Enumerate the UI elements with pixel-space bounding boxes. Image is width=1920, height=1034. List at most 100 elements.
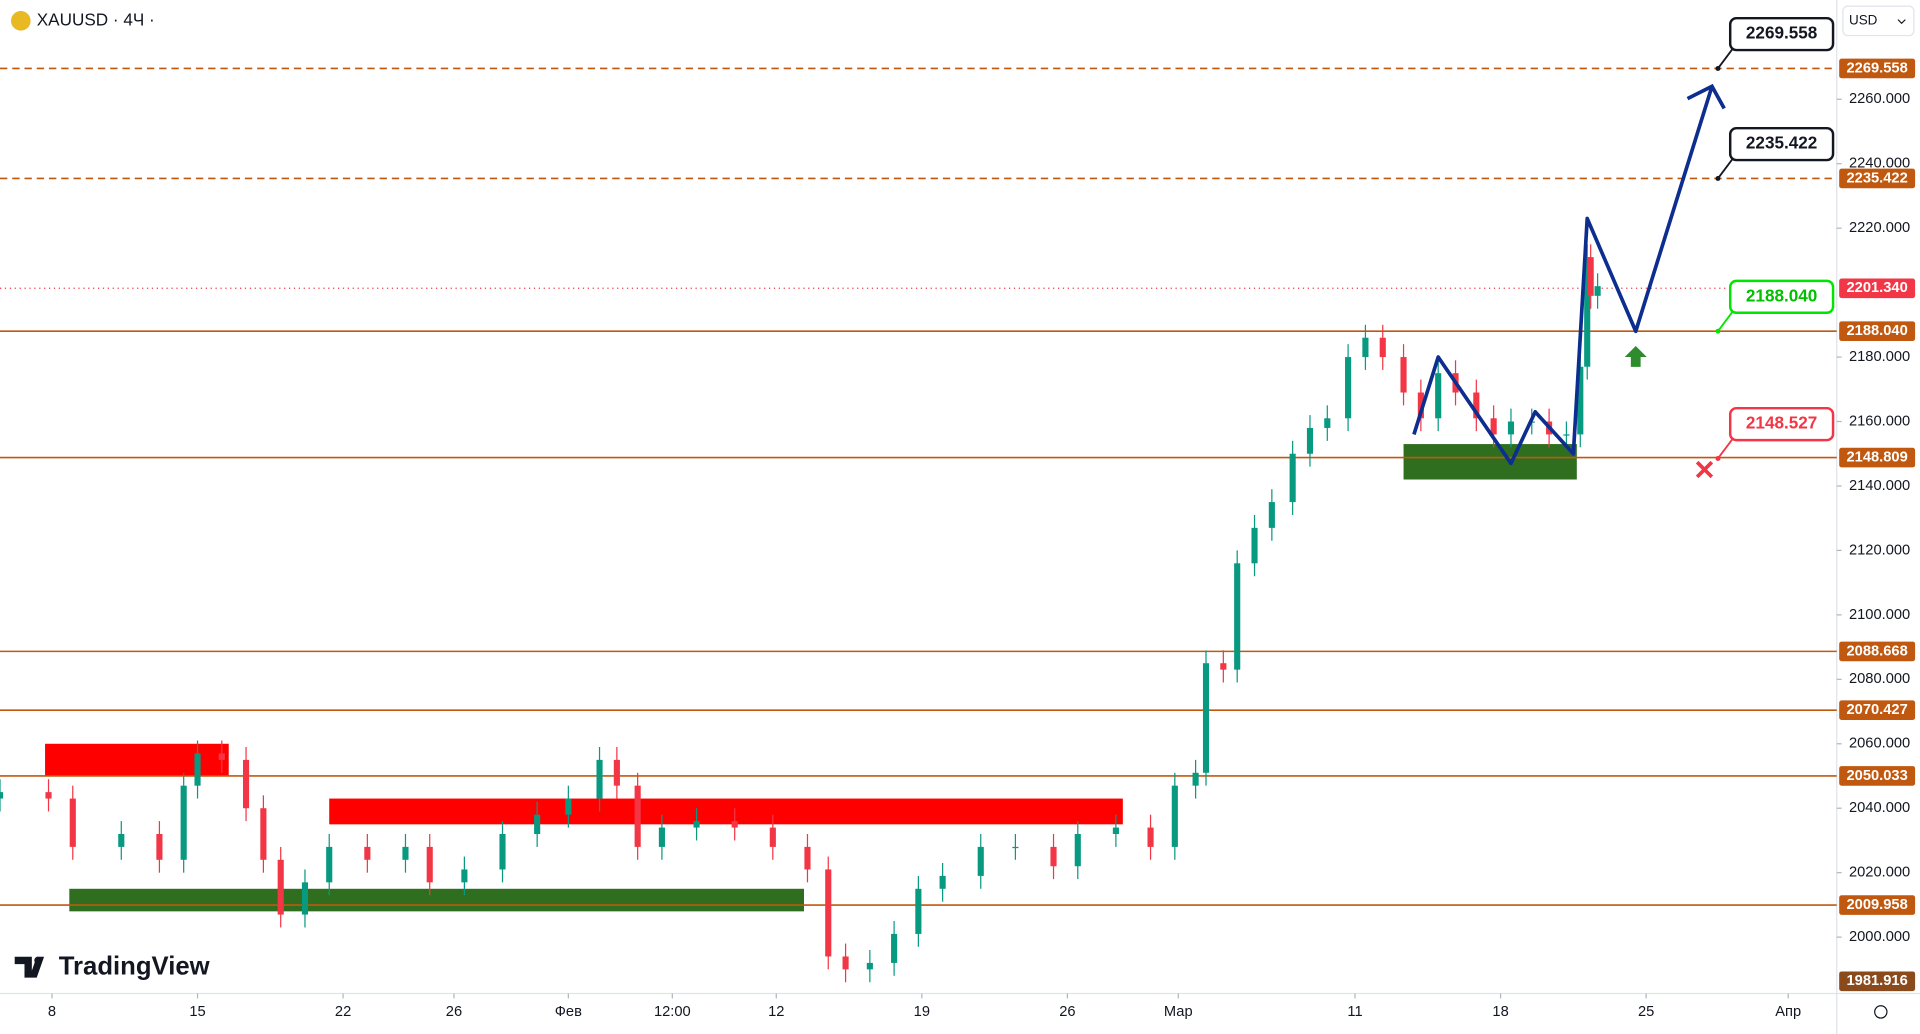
- candle-body: [1587, 257, 1594, 296]
- candle-body: [326, 846, 333, 883]
- symbol-icon: [11, 11, 31, 31]
- candle-body: [1324, 418, 1331, 428]
- candle-body: [1362, 337, 1369, 358]
- price-badge: [1839, 895, 1916, 915]
- y-tick-label: 2100.000: [1849, 607, 1910, 623]
- price-badge-label: 2050.033: [1847, 768, 1908, 784]
- candle-body: [1594, 286, 1601, 296]
- y-tick-label: 2120.000: [1849, 542, 1910, 558]
- candle-body: [156, 834, 163, 860]
- x-tick-label: 15: [189, 1004, 205, 1020]
- candle-body: [1220, 663, 1227, 670]
- candle-body: [634, 785, 641, 847]
- zone: [69, 888, 805, 912]
- symbol-title[interactable]: XAUUSD · 4Ч ·: [37, 9, 155, 29]
- candle-body: [364, 846, 371, 860]
- candle-body: [693, 821, 700, 828]
- candle-body: [1435, 373, 1442, 419]
- callout-anchor: [1715, 66, 1721, 71]
- candle-body: [69, 798, 76, 847]
- candle-body: [1306, 427, 1314, 454]
- callout-box: [1728, 279, 1835, 314]
- x-tick-label: 22: [335, 1004, 351, 1020]
- price-badge: [1839, 641, 1916, 662]
- candle-body: [277, 859, 284, 915]
- price-badge-label: 2088.668: [1847, 643, 1908, 659]
- candle-body: [0, 792, 4, 799]
- x-tick-label: 11: [1347, 1004, 1362, 1020]
- price-badge-label: 2201.340: [1847, 280, 1908, 296]
- candle-body: [1577, 366, 1584, 435]
- x-tick-label: Апр: [1775, 1004, 1801, 1020]
- candle-body: [242, 759, 250, 809]
- callout-leader: [1717, 48, 1734, 70]
- candle-body: [1417, 392, 1424, 419]
- candle-body: [1050, 846, 1057, 867]
- settings-icon[interactable]: [1874, 1005, 1888, 1019]
- callout-label: 2235.422: [1746, 133, 1817, 153]
- callout-label: 2148.527: [1746, 413, 1817, 433]
- currency-button[interactable]: [1842, 5, 1915, 37]
- y-tick-label: 2160.000: [1849, 413, 1910, 429]
- candle-body: [939, 875, 946, 889]
- candle-body: [658, 827, 665, 847]
- candle-body: [1507, 421, 1515, 435]
- brand-logo: TradingView: [14, 953, 211, 981]
- candle-body: [1490, 418, 1497, 435]
- callout-leader: [1717, 310, 1734, 332]
- callout-anchor: [1715, 456, 1721, 461]
- projection-path: [1412, 85, 1714, 466]
- zone: [329, 798, 1123, 825]
- price-badge-label: 1981.916: [1847, 973, 1908, 989]
- candle-body: [565, 798, 572, 815]
- y-tick-label: 2020.000: [1849, 865, 1910, 881]
- price-badge-label: 2269.558: [1847, 60, 1908, 76]
- callout-leader: [1717, 158, 1734, 180]
- candle-body: [301, 882, 309, 915]
- callout-anchor: [1715, 328, 1721, 334]
- candle-body: [118, 834, 125, 847]
- candle-body: [1379, 337, 1386, 358]
- candle-body: [977, 846, 984, 876]
- y-tick-label: 2180.000: [1849, 349, 1910, 365]
- price-badge: [1839, 447, 1916, 468]
- stop-cross: [1695, 460, 1714, 479]
- callout-anchor: [1715, 176, 1721, 181]
- candle-body: [1234, 563, 1241, 670]
- candle-body: [499, 834, 506, 870]
- candle-body: [461, 869, 468, 883]
- candle-body: [260, 808, 267, 860]
- price-badge: [1839, 278, 1916, 299]
- price-badge: [1839, 58, 1916, 79]
- y-tick-label: 2260.000: [1849, 91, 1910, 107]
- x-tick-label: 12:00: [654, 1004, 691, 1020]
- candle-body: [866, 962, 873, 970]
- y-tick-label: 2080.000: [1849, 671, 1910, 687]
- y-tick-label: 2060.000: [1849, 736, 1910, 752]
- price-badge-label: 2148.809: [1847, 449, 1908, 465]
- price-badge-label: 2009.958: [1847, 897, 1908, 913]
- candle-body: [804, 846, 811, 870]
- price-badge: [1839, 700, 1916, 720]
- brand-icon-dot: [34, 956, 42, 965]
- candle-body: [825, 869, 832, 957]
- candle-body: [1345, 357, 1352, 419]
- callout-label: 2188.040: [1746, 285, 1817, 305]
- zone: [1403, 444, 1577, 480]
- x-tick-label: 26: [446, 1004, 462, 1020]
- x-tick-label: 8: [48, 1004, 56, 1020]
- y-tick-label: 2240.000: [1849, 156, 1910, 172]
- candle-body: [915, 888, 922, 934]
- currency-label[interactable]: USD: [1849, 12, 1878, 27]
- candle-body: [1012, 846, 1019, 849]
- brand-name: TradingView: [59, 953, 211, 981]
- price-badge-label: 2235.422: [1847, 170, 1908, 186]
- price-badge-label: 2188.040: [1847, 323, 1908, 339]
- x-tick-label: 19: [914, 1004, 930, 1020]
- candle-body: [1202, 663, 1210, 773]
- candle-body: [1584, 257, 1591, 367]
- price-badge: [1839, 971, 1916, 992]
